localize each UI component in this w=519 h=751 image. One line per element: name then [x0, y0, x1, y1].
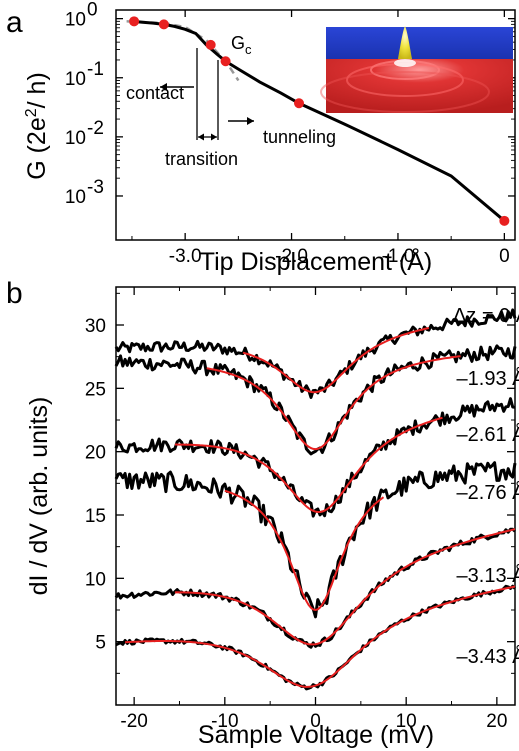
x-tick-label: -10	[211, 711, 238, 732]
conductance-marker	[499, 215, 510, 226]
conductance-marker	[294, 98, 305, 109]
y-tick-label: 5	[95, 633, 106, 654]
panel-label-a: a	[6, 6, 23, 39]
panel-b-chart: -20 -10 0 10 20 5 10 15 20 25 30 Δz = 0 Å –1.93 Å –2…	[85, 286, 519, 732]
fano-fit-curve	[224, 489, 385, 612]
y-tick-label: 20	[85, 443, 106, 464]
conductance-marker	[129, 16, 140, 27]
panel-b-curve-labels: Δz = 0 Å –1.93 Å –2.61 Å –2.76 Å –3.13 Å –3.4…	[453, 304, 519, 668]
y-tick-exponent: -2	[87, 118, 104, 139]
x-tick-label: 20	[486, 711, 507, 732]
x-tick-label: 0	[499, 246, 510, 267]
curve-label: Δz = 0 Å	[453, 304, 519, 327]
panel-a-y-axis-label: G (2e2/ h)	[23, 72, 51, 180]
inset-tip	[398, 26, 412, 59]
panel-a-inset-image	[320, 26, 513, 113]
gc-reference-dashed-line	[126, 20, 240, 82]
didv-spectrum	[114, 461, 517, 619]
x-tick-label: -1.0	[382, 246, 415, 267]
conductance-marker	[220, 56, 231, 67]
x-tick-label: -2.0	[275, 246, 308, 267]
inset-tip-contact	[394, 59, 416, 67]
x-tick-label: -3.0	[169, 246, 202, 267]
panel-a-annotations: Gc contact transition tunneling	[126, 33, 336, 169]
y-tick-exponent: -3	[87, 177, 104, 198]
fano-fit-curve	[125, 585, 516, 688]
y-tick-label: 10	[65, 69, 86, 90]
curve-label: –1.93 Å	[457, 367, 519, 390]
curve-label: –2.76 Å	[457, 481, 519, 504]
panel-a-plot-frame	[115, 9, 516, 241]
tunneling-arrowhead	[247, 117, 254, 125]
annotation-gc: Gc	[231, 33, 252, 57]
y-tick-exponent: 0	[87, 0, 98, 21]
panel-b-x-axis-label: Sample Voltage (mV)	[198, 721, 434, 749]
didv-spectrum	[114, 344, 517, 456]
panel-label-b: b	[6, 277, 23, 310]
fano-fit-curve	[174, 528, 516, 646]
fano-fit-curve	[242, 327, 430, 394]
transition-arrowhead-left	[198, 133, 204, 141]
panel-a-x-axis-label: Tip Displacement (Å)	[200, 246, 432, 276]
x-tick-label: -20	[120, 711, 147, 732]
fano-fit-curve	[206, 355, 461, 451]
panel-b-series	[114, 308, 517, 691]
y-tick-label: 15	[85, 506, 106, 527]
panel-a-series	[126, 16, 510, 226]
fano-fit-curve	[174, 416, 443, 513]
annotation-transition: transition	[165, 149, 238, 169]
panel-b-y-axis-label: dI / dV (arb. units)	[25, 397, 53, 596]
y-tick-exponent: -1	[87, 59, 104, 80]
contact-arrowhead	[160, 83, 167, 91]
x-tick-label: 0	[310, 711, 321, 732]
y-tick-label: 10	[65, 10, 86, 31]
curve-label: –2.61 Å	[457, 423, 519, 446]
didv-spectrum	[114, 397, 516, 518]
curve-label: –3.13 Å	[457, 564, 519, 587]
y-tick-label: 10	[65, 187, 86, 208]
transition-arrowhead-right	[211, 133, 217, 141]
didv-spectrum	[114, 308, 517, 399]
x-tick-label: 10	[396, 711, 417, 732]
y-tick-label: 25	[85, 379, 106, 400]
inset-surface-top	[326, 27, 513, 59]
curve-label: –3.43 Å	[457, 645, 519, 668]
annotation-tunneling: tunneling	[263, 127, 336, 147]
y-tick-label: 10	[85, 569, 106, 590]
didv-spectrum	[114, 527, 516, 649]
inset-ripple	[320, 71, 490, 113]
inset-surface-bottom	[326, 59, 513, 113]
y-tick-label: 30	[85, 316, 106, 337]
conductance-marker	[158, 19, 169, 30]
panel-b-ticks: -20 -10 0 10 20 5 10 15 20 25 30	[85, 287, 515, 732]
annotation-contact: contact	[126, 83, 184, 103]
conductance-marker	[205, 39, 216, 50]
y-tick-label: 10	[65, 128, 86, 149]
